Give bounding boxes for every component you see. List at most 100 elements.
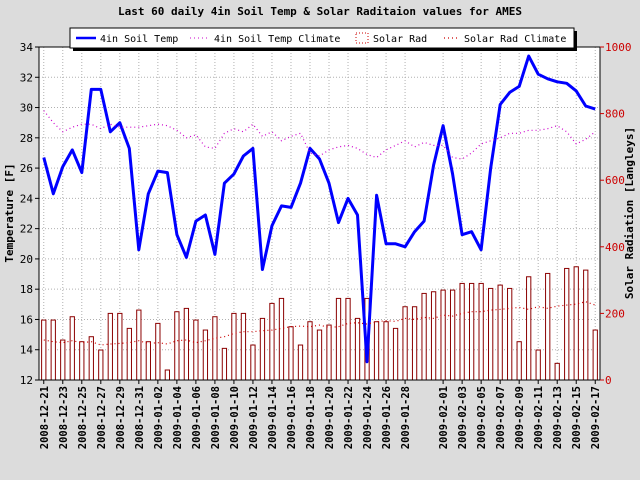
y2-tick-label: 1000 xyxy=(605,41,632,54)
solar-rad-bar xyxy=(240,312,247,381)
legend-label-soil-temp-climate: 4in Soil Temp Climate xyxy=(214,34,340,45)
x-tick-label: 2009-01-18 xyxy=(305,386,317,449)
y2-tick-label: 200 xyxy=(605,307,625,320)
solar-rad-bar xyxy=(41,319,47,381)
x-tick-label: 2009-01-10 xyxy=(229,386,241,449)
solar-rad-bar xyxy=(573,266,579,381)
y2-tick-label: 800 xyxy=(605,108,625,121)
solar-rad-bar xyxy=(449,289,456,381)
x-tick-label: 2009-02-03 xyxy=(457,386,469,449)
solar-rad-bar xyxy=(278,297,285,381)
legend-swatch-solar-rad xyxy=(355,32,369,44)
plot-area xyxy=(39,47,600,380)
x-tick-label: 2009-01-04 xyxy=(172,386,184,449)
y-axis-label: Temperature [F] xyxy=(3,163,16,262)
chart-title: Last 60 daily 4in Soil Temp & Solar Radi… xyxy=(118,5,522,18)
solar-rad-bar xyxy=(193,319,199,381)
y-tick-label: 22 xyxy=(20,223,33,236)
x-tick-label: 2009-01-20 xyxy=(324,386,336,449)
y-tick-label: 32 xyxy=(20,71,33,84)
solar-rad-bar xyxy=(335,297,342,381)
y-tick-label: 14 xyxy=(20,344,34,357)
solar-rad-bar xyxy=(430,291,437,381)
solar-rad-bar xyxy=(411,306,418,381)
solar-rad-bar xyxy=(345,297,351,381)
solar-rad-bar xyxy=(79,341,85,381)
x-tick-label: 2009-02-11 xyxy=(533,386,545,449)
y-tick-label: 24 xyxy=(20,192,34,205)
x-tick-label: 2008-12-27 xyxy=(96,386,108,449)
y2-tick-label: 0 xyxy=(605,374,612,387)
solar-rad-bar xyxy=(421,292,427,381)
solar-rad-bar xyxy=(507,287,513,381)
solar-rad-bar xyxy=(554,362,560,381)
x-tick-label: 2008-12-29 xyxy=(115,386,127,449)
solar-rad-bar xyxy=(221,347,228,381)
series-line-4in-soil-temp xyxy=(42,54,596,364)
x-tick-label: 2009-01-16 xyxy=(286,386,298,449)
solar-rad-bar xyxy=(383,321,389,381)
solar-rad-bar xyxy=(126,327,132,381)
solar-rad-bar xyxy=(212,316,218,381)
x-tick-label: 2009-01-08 xyxy=(210,386,222,449)
y2-tick-label: 600 xyxy=(605,174,625,187)
y2-axis-label: Solar Radiation [Langleys] xyxy=(623,127,636,299)
y-tick-label: 26 xyxy=(20,162,33,175)
solar-rad-bar xyxy=(202,329,209,381)
solar-rad-bar xyxy=(297,344,304,381)
solar-rad-bar xyxy=(488,287,494,381)
solar-rad-bar xyxy=(592,329,598,381)
y2-tick-label: 400 xyxy=(605,241,625,254)
solar-rad-bar xyxy=(69,316,75,381)
solar-rad-bar xyxy=(60,339,66,381)
x-tick-label: 2009-01-06 xyxy=(191,386,203,449)
solar-rad-bar xyxy=(535,349,541,381)
legend-label-solar-rad: Solar Rad xyxy=(373,34,427,45)
solar-rad-bar xyxy=(145,341,151,381)
x-tick-label: 2009-01-02 xyxy=(153,386,165,449)
solar-rad-bar xyxy=(516,341,522,381)
solar-rad-bar xyxy=(107,312,113,381)
solar-rad-bar xyxy=(269,302,275,381)
solar-rad-bar xyxy=(117,312,123,381)
x-tick-label: 2009-02-01 xyxy=(438,386,450,449)
x-tick-label: 2009-01-14 xyxy=(267,386,279,449)
solar-rad-bar xyxy=(231,312,237,381)
x-tick-label: 2008-12-21 xyxy=(39,386,51,449)
x-tick-label: 2009-01-24 xyxy=(362,386,374,449)
solar-rad-bar xyxy=(354,317,361,381)
solar-rad-bar xyxy=(250,344,256,381)
solar-rad-bar xyxy=(468,282,475,381)
x-tick-label: 2009-01-28 xyxy=(400,386,412,449)
solar-rad-bar xyxy=(288,326,294,381)
solar-rad-bar xyxy=(88,336,94,381)
x-tick-label: 2008-12-31 xyxy=(134,386,146,449)
x-tick-label: 2009-02-07 xyxy=(495,386,507,449)
series-line-solar-rad-climate xyxy=(43,301,596,346)
series-lines xyxy=(42,54,596,364)
solar-rad-bar xyxy=(459,282,465,381)
y-tick-label: 30 xyxy=(20,102,33,115)
legend-label-solar-rad-climate: Solar Rad Climate xyxy=(464,34,566,45)
legend-box xyxy=(69,27,575,49)
y-tick-label: 12 xyxy=(20,374,33,387)
solar-rad-bar xyxy=(164,369,171,381)
y-tick-label: 28 xyxy=(20,132,33,145)
solar-rad-bar xyxy=(183,307,190,381)
solar-rad-bar xyxy=(98,349,104,381)
solar-rad-bar xyxy=(497,284,503,381)
x-tick-label: 2009-02-15 xyxy=(571,386,583,449)
x-tick-label: 2009-02-05 xyxy=(476,386,488,449)
solar-rad-bar xyxy=(526,276,532,381)
x-tick-label: 2009-02-09 xyxy=(514,386,526,449)
solar-rad-bar xyxy=(373,321,380,381)
legend-label-soil-temp: 4in Soil Temp xyxy=(100,34,178,45)
x-tick-label: 2009-02-17 xyxy=(590,386,602,449)
y-tick-label: 34 xyxy=(20,41,34,54)
solar-rad-bar xyxy=(316,329,323,381)
solar-rad-bar xyxy=(392,327,399,381)
x-tick-label: 2009-01-26 xyxy=(381,386,393,449)
x-tick-label: 2008-12-25 xyxy=(77,386,89,449)
x-tick-label: 2009-02-13 xyxy=(552,386,564,449)
